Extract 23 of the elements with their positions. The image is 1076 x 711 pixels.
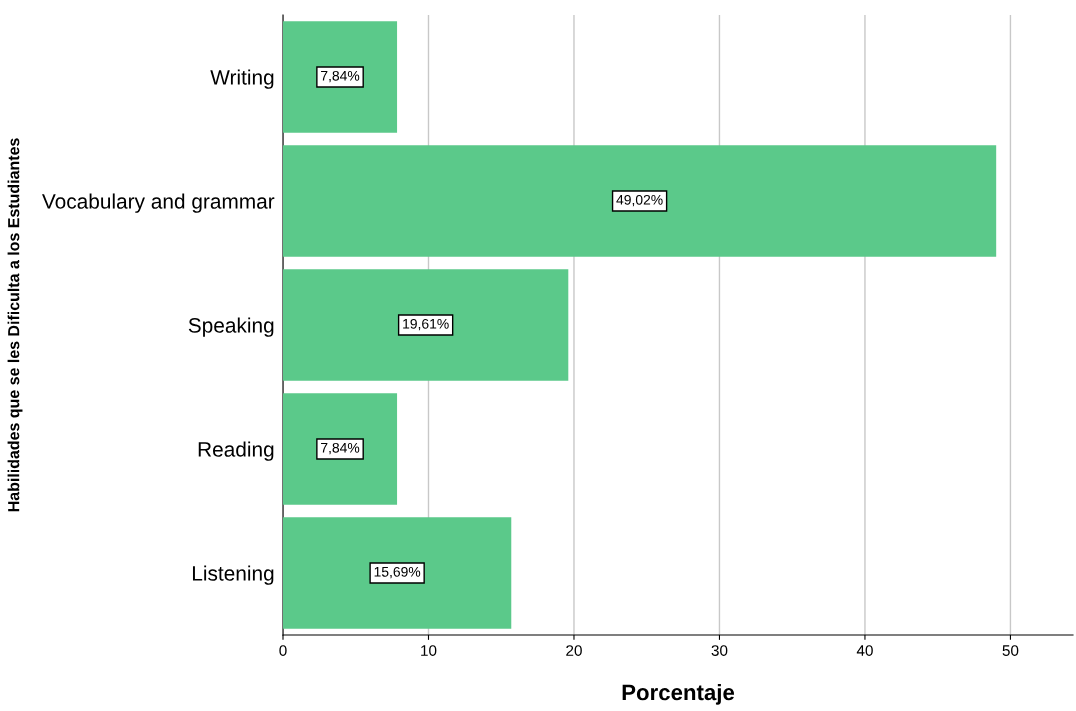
x-tick-label: 0 bbox=[279, 645, 287, 656]
y-tick-label: Vocabulary and grammar bbox=[42, 193, 275, 213]
y-tick-label: Speaking bbox=[188, 317, 274, 337]
x-tick-label: 50 bbox=[1002, 645, 1019, 656]
y-tick-label: Reading bbox=[198, 441, 274, 461]
bar bbox=[283, 393, 398, 505]
y-tick-label: Listening bbox=[192, 565, 274, 585]
x-axis-title: Porcentaje bbox=[622, 683, 735, 705]
data-label: 15,69% bbox=[374, 566, 421, 579]
data-label: 7,84% bbox=[321, 442, 360, 455]
x-tick-label: 20 bbox=[566, 645, 582, 656]
x-tick-label: 10 bbox=[421, 645, 437, 656]
y-tick-label: Writing bbox=[210, 69, 274, 89]
data-label: 7,84% bbox=[321, 70, 360, 83]
bar bbox=[283, 145, 997, 257]
x-tick-label: 40 bbox=[856, 645, 873, 656]
bar bbox=[283, 269, 569, 381]
bar bbox=[283, 517, 512, 629]
data-label: 19,61% bbox=[403, 318, 449, 331]
y-axis-title: Habilidades que se les Dificulta a los Estudiantes bbox=[7, 138, 23, 512]
x-tick-label: 30 bbox=[711, 645, 728, 656]
bar bbox=[283, 21, 398, 133]
data-label: 49,02% bbox=[616, 194, 663, 207]
